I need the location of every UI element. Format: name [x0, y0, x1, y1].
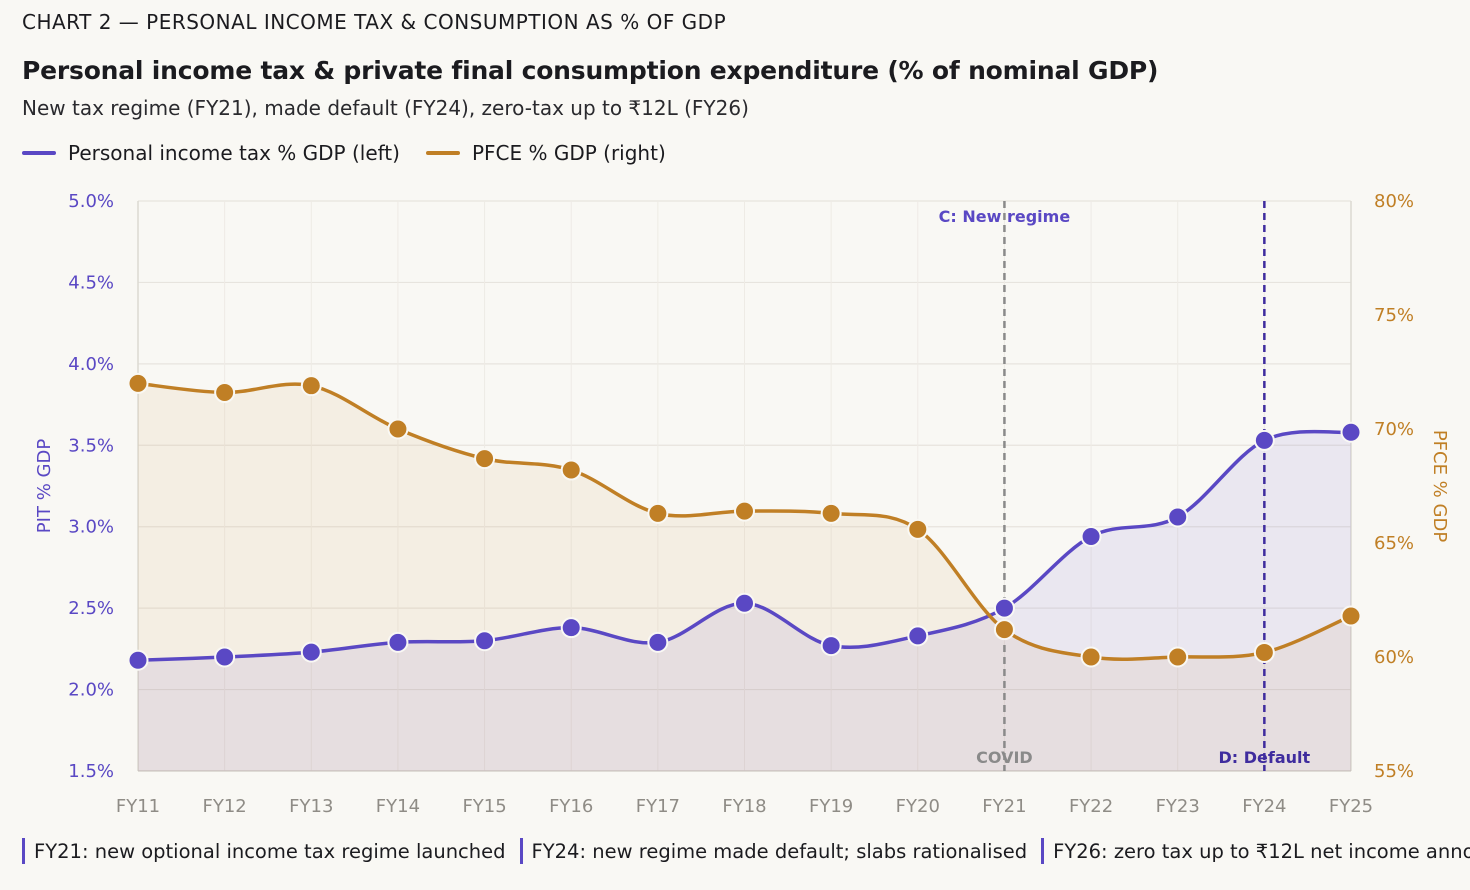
footnotes: FY21: new optional income tax regime lau… [22, 838, 1470, 864]
data-point-pfce [474, 448, 496, 470]
data-point-pit [1080, 525, 1102, 547]
data-point-pfce [907, 518, 929, 540]
legend-swatch-pit [22, 151, 56, 155]
x-tick-label: FY16 [549, 796, 593, 817]
data-point-pit [1167, 506, 1189, 528]
footnote-text: FY24: new regime made default; slabs rat… [531, 839, 1028, 863]
legend-item-pit: Personal income tax % GDP (left) [22, 141, 400, 165]
legend-label-pit: Personal income tax % GDP (left) [68, 141, 400, 165]
footnote-bar [519, 838, 523, 864]
series-area-pfce [138, 383, 1351, 771]
x-tick-label: FY25 [1329, 796, 1373, 817]
data-point-pfce [1340, 605, 1362, 627]
data-point-pfce [214, 382, 236, 404]
data-point-pit [647, 631, 669, 653]
x-tick-label: FY21 [982, 796, 1026, 817]
data-point-pit [820, 635, 842, 657]
x-tick-label: FY24 [1242, 796, 1286, 817]
marker-label-top: C: New regime [939, 207, 1071, 226]
data-point-pfce [993, 619, 1015, 641]
footnote-fy26: FY26: zero tax up to ₹12L net income ann… [1041, 838, 1470, 864]
data-point-pit [560, 617, 582, 639]
series-area-pit [138, 431, 1351, 771]
x-tick-label: FY13 [289, 796, 333, 817]
footnote-text: FY26: zero tax up to ₹12L net income ann… [1053, 839, 1470, 863]
x-tick-label: FY12 [203, 796, 247, 817]
left-tick-label: 4.5% [68, 272, 114, 293]
data-point-pit [1340, 421, 1362, 443]
right-tick-label: 65% [1374, 533, 1414, 554]
left-tick-label: 2.0% [68, 680, 114, 701]
x-tick-label: FY14 [376, 796, 420, 817]
data-point-pfce [1167, 646, 1189, 668]
data-point-pfce [1253, 641, 1275, 663]
data-point-pfce [647, 502, 669, 524]
right-tick-label: 75% [1374, 305, 1414, 326]
data-point-pfce [560, 459, 582, 481]
x-tick-label: FY18 [722, 796, 766, 817]
x-tick-label: FY11 [116, 796, 160, 817]
x-tick-label: FY15 [462, 796, 506, 817]
marker-label-bottom: COVID [976, 748, 1033, 767]
data-point-pfce [387, 418, 409, 440]
right-tick-label: 70% [1374, 419, 1414, 440]
data-point-pit [127, 649, 149, 671]
left-tick-label: 3.0% [68, 517, 114, 538]
x-tick-label: FY17 [636, 796, 680, 817]
chart-title: Personal income tax & private final cons… [22, 56, 1159, 85]
footnote-fy21: FY21: new optional income tax regime lau… [22, 838, 506, 864]
footnote-bar [1041, 838, 1045, 864]
data-point-pfce [1080, 646, 1102, 668]
right-tick-label: 80% [1374, 191, 1414, 212]
left-axis-title: PIT % GDP [34, 439, 55, 534]
chart-kicker: CHART 2 — PERSONAL INCOME TAX & CONSUMPT… [22, 10, 727, 34]
footnote-fy24: FY24: new regime made default; slabs rat… [519, 838, 1028, 864]
left-tick-label: 1.5% [68, 761, 114, 782]
data-point-pfce [300, 375, 322, 397]
data-point-pit [907, 625, 929, 647]
left-tick-label: 2.5% [68, 598, 114, 619]
data-point-pit [300, 641, 322, 663]
x-tick-label: FY19 [809, 796, 853, 817]
data-point-pit [1253, 429, 1275, 451]
data-point-pit [387, 631, 409, 653]
marker-label-bottom: D: Default [1219, 748, 1311, 767]
footnote-text: FY21: new optional income tax regime lau… [34, 839, 506, 863]
left-tick-label: 3.5% [68, 435, 114, 456]
right-tick-label: 60% [1374, 647, 1414, 668]
legend-label-pfce: PFCE % GDP (right) [471, 141, 666, 165]
x-tick-label: FY22 [1069, 796, 1113, 817]
x-tick-label: FY23 [1156, 796, 1200, 817]
data-point-pit [474, 630, 496, 652]
chart-subtitle: New tax regime (FY21), made default (FY2… [22, 96, 749, 120]
legend-swatch-pfce [425, 151, 460, 155]
data-point-pfce [820, 502, 842, 524]
x-tick-label: FY20 [896, 796, 940, 817]
data-point-pfce [127, 372, 149, 394]
chart-legend: Personal income tax % GDP (left) PFCE % … [22, 141, 692, 165]
legend-item-pfce: PFCE % GDP (right) [425, 141, 666, 165]
footnote-bar [22, 838, 25, 864]
data-point-pit [214, 646, 236, 668]
right-tick-label: 55% [1374, 761, 1414, 782]
data-point-pit [734, 592, 755, 614]
right-axis-title: PFCE % GDP [1429, 430, 1450, 543]
left-tick-label: 5.0% [68, 191, 114, 212]
data-point-pit [993, 597, 1015, 619]
data-point-pfce [734, 500, 755, 522]
left-tick-label: 4.0% [68, 354, 114, 375]
